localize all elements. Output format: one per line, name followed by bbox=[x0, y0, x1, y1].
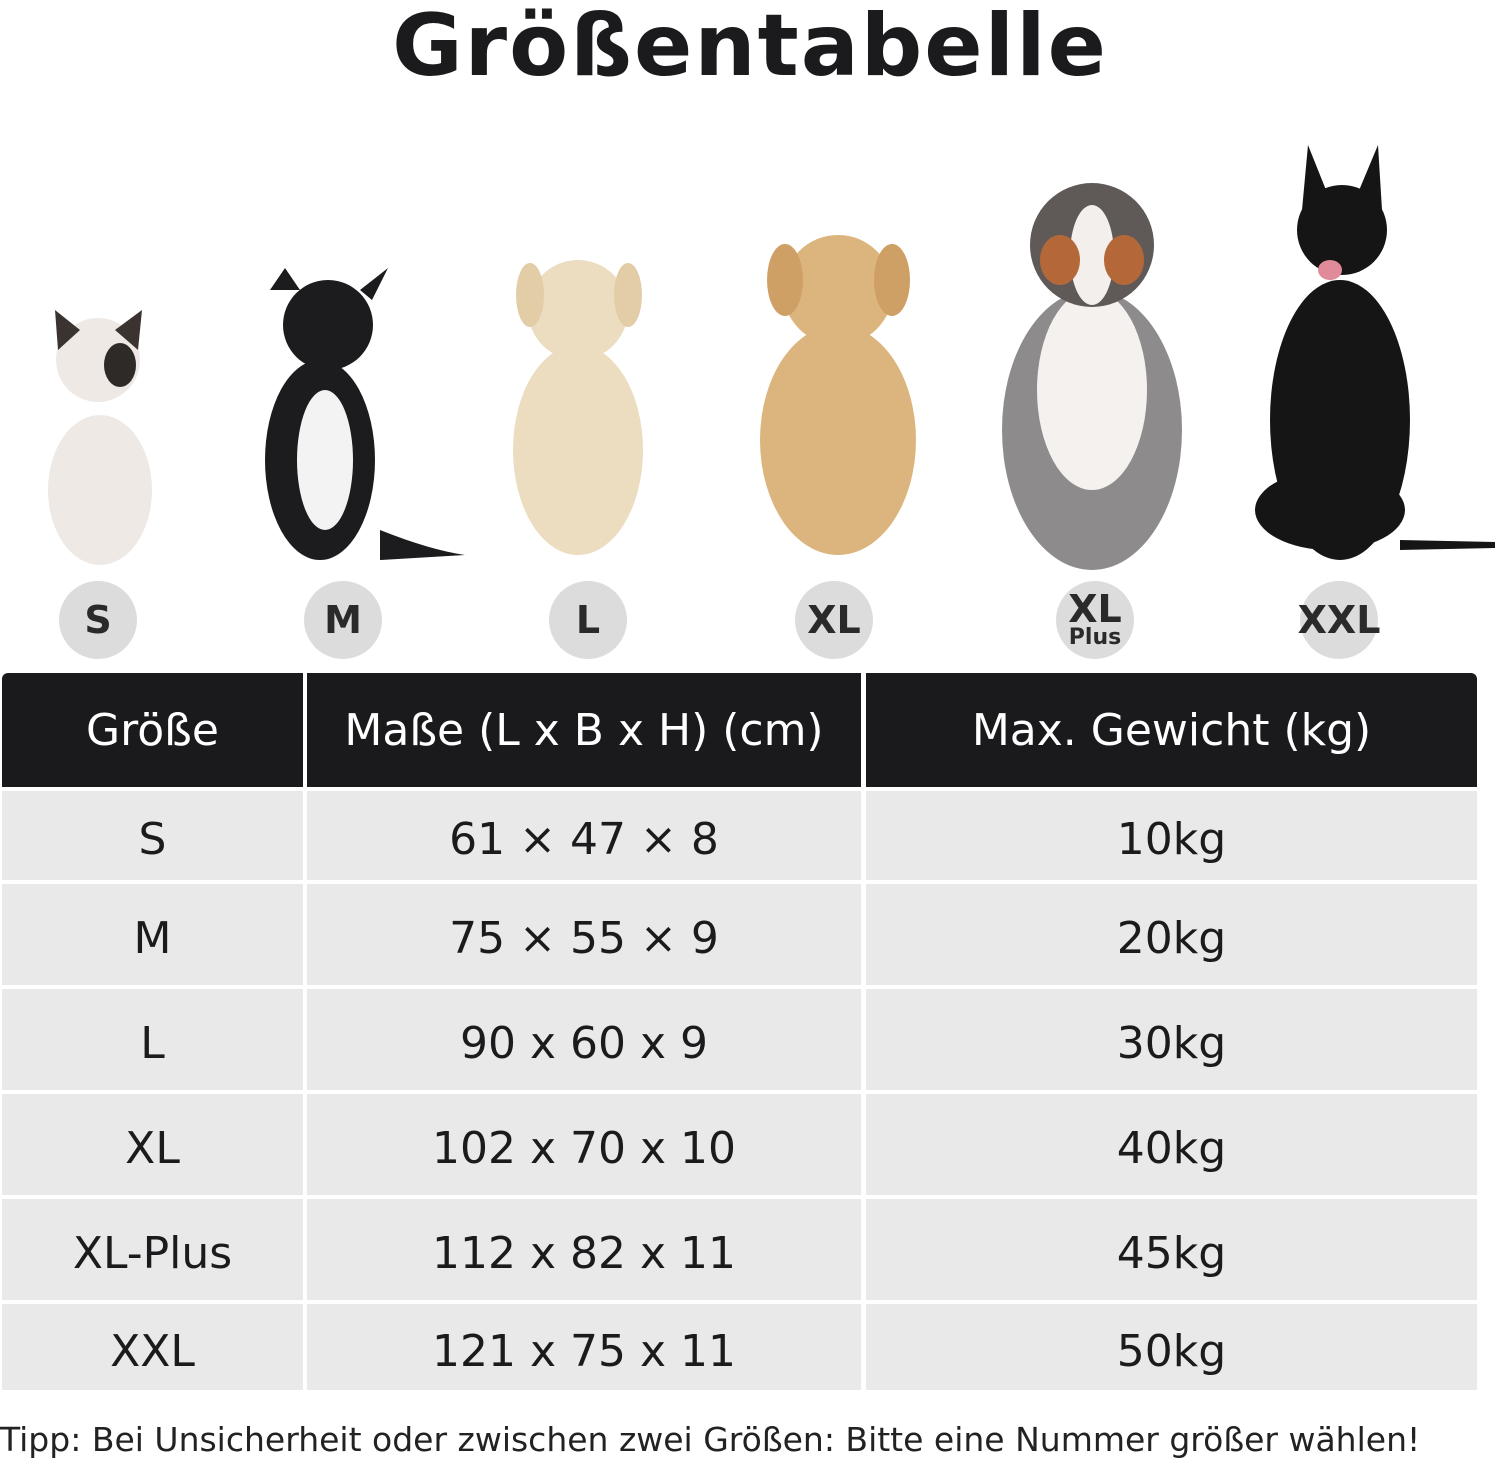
table-cell: 102 x 70 x 10 bbox=[307, 1094, 861, 1195]
badge-label: XL bbox=[1068, 587, 1122, 631]
header-cell: Maße (L x B x H) (cm) bbox=[307, 673, 861, 787]
size-badge: XXL bbox=[1297, 581, 1381, 659]
size-badge: S bbox=[59, 581, 137, 659]
table-cell: 90 x 60 x 9 bbox=[307, 989, 861, 1090]
dog-m bbox=[265, 268, 465, 560]
dog-xl-plus bbox=[1002, 183, 1182, 570]
dog-xxl bbox=[1255, 145, 1495, 560]
size-badge: XL bbox=[795, 581, 873, 659]
dog-xl bbox=[760, 235, 916, 555]
size-badge: M bbox=[304, 581, 382, 659]
size-badge: XL Plus bbox=[1056, 581, 1134, 659]
table-cell: 40kg bbox=[866, 1094, 1477, 1195]
title: Größentabelle bbox=[392, 0, 1108, 96]
header-cell: Max. Gewicht (kg) bbox=[866, 673, 1477, 787]
dog-photos bbox=[48, 145, 1495, 570]
table-cell: XL bbox=[2, 1094, 303, 1195]
dog-l bbox=[513, 260, 643, 555]
table-cell: XL-Plus bbox=[2, 1199, 303, 1300]
table-cell: 30kg bbox=[866, 989, 1477, 1090]
size-badge: L bbox=[549, 581, 627, 659]
badge-label: XXL bbox=[1297, 598, 1381, 642]
header-cell: Größe bbox=[2, 673, 303, 787]
table-cell: 112 x 82 x 11 bbox=[307, 1199, 861, 1300]
dog-s bbox=[48, 310, 152, 565]
tip: Tipp: Bei Unsicherheit oder zwischen zwe… bbox=[0, 1420, 1421, 1459]
table-cell: S bbox=[2, 791, 303, 880]
badge-label: Plus bbox=[1068, 625, 1122, 650]
badge-label: XL bbox=[807, 598, 861, 642]
badge-label: M bbox=[324, 598, 362, 642]
table-cell: M bbox=[2, 884, 303, 985]
table-cell: XXL bbox=[2, 1304, 303, 1390]
table-cell: 10kg bbox=[866, 791, 1477, 880]
table-cell: 20kg bbox=[866, 884, 1477, 985]
badge-label: L bbox=[575, 598, 601, 642]
badge-label: S bbox=[84, 598, 112, 642]
table-cell: 61 × 47 × 8 bbox=[307, 791, 861, 880]
table-cell: 50kg bbox=[866, 1304, 1477, 1390]
table-cell: 121 x 75 x 11 bbox=[307, 1304, 861, 1390]
table-cell: 45kg bbox=[866, 1199, 1477, 1300]
table-cell: L bbox=[2, 989, 303, 1090]
table-cell: 75 × 55 × 9 bbox=[307, 884, 861, 985]
